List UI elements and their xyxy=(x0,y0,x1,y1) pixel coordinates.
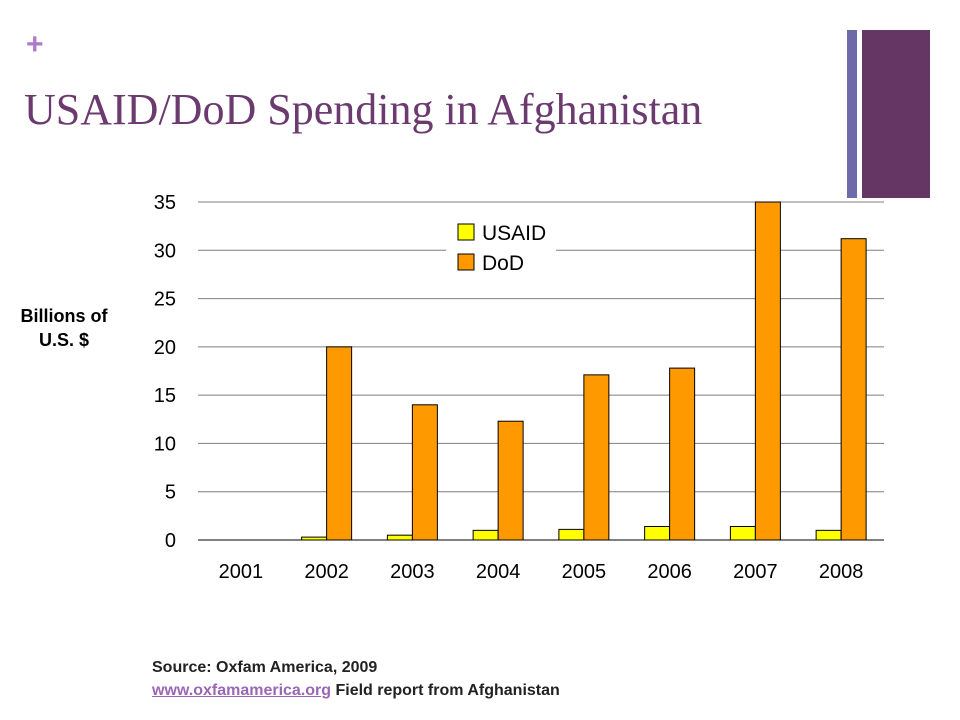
bar-usaid xyxy=(558,528,585,541)
x-tick-label: 2007 xyxy=(733,561,778,583)
x-tick-label: 2005 xyxy=(562,561,607,583)
bar-usaid xyxy=(472,529,499,541)
source-text: Source: Oxfam America, 2009 xyxy=(152,659,378,676)
y-tick-label: 30 xyxy=(154,240,176,262)
y-tick-label: 0 xyxy=(165,530,176,552)
bar-dod xyxy=(497,420,524,541)
y-tick-label: 5 xyxy=(165,482,176,504)
source-link[interactable]: www.oxfamamerica.org xyxy=(152,682,332,699)
x-tick-label: 2001 xyxy=(219,561,264,583)
y-axis-label: Billions of U.S. $ xyxy=(20,306,108,350)
y-tick-label: 20 xyxy=(154,337,176,359)
legend-label-usaid: USAID xyxy=(482,222,546,245)
y-tick-label: 35 xyxy=(154,192,176,214)
bar-usaid xyxy=(815,529,842,541)
bar-usaid xyxy=(386,534,413,541)
legend-swatch-usaid xyxy=(457,223,475,241)
source-link-line: www.oxfamamerica.org Field report from A… xyxy=(152,679,560,702)
x-tick-label: 2003 xyxy=(390,561,435,583)
plus-icon: + xyxy=(26,28,44,61)
bar-dod xyxy=(583,374,610,541)
accent-bar-thin xyxy=(847,30,857,198)
x-tick-label: 2006 xyxy=(647,561,692,583)
bar-dod xyxy=(411,404,438,541)
x-tick-label: 2002 xyxy=(304,561,349,583)
y-tick-label: 25 xyxy=(154,289,176,311)
y-tick-label: 10 xyxy=(154,433,176,455)
bar-dod xyxy=(754,201,781,541)
bar-dod xyxy=(840,238,867,541)
bar-usaid xyxy=(644,525,671,541)
source-link-suffix: Field report from Afghanistan xyxy=(331,682,560,699)
source-footer: Source: Oxfam America, 2009 www.oxfamame… xyxy=(152,656,560,702)
x-tick-label: 2008 xyxy=(819,561,864,583)
bar-dod xyxy=(669,367,696,541)
accent-bar-thick xyxy=(862,30,930,198)
legend-swatch-dod xyxy=(457,253,475,271)
y-tick-label: 15 xyxy=(154,385,176,407)
x-tick-label: 2004 xyxy=(476,561,521,583)
slide-title: USAID/DoD Spending in Afghanistan xyxy=(24,85,703,134)
bar-dod xyxy=(326,346,353,541)
bar-usaid xyxy=(729,525,756,541)
legend-label-dod: DoD xyxy=(482,252,524,275)
